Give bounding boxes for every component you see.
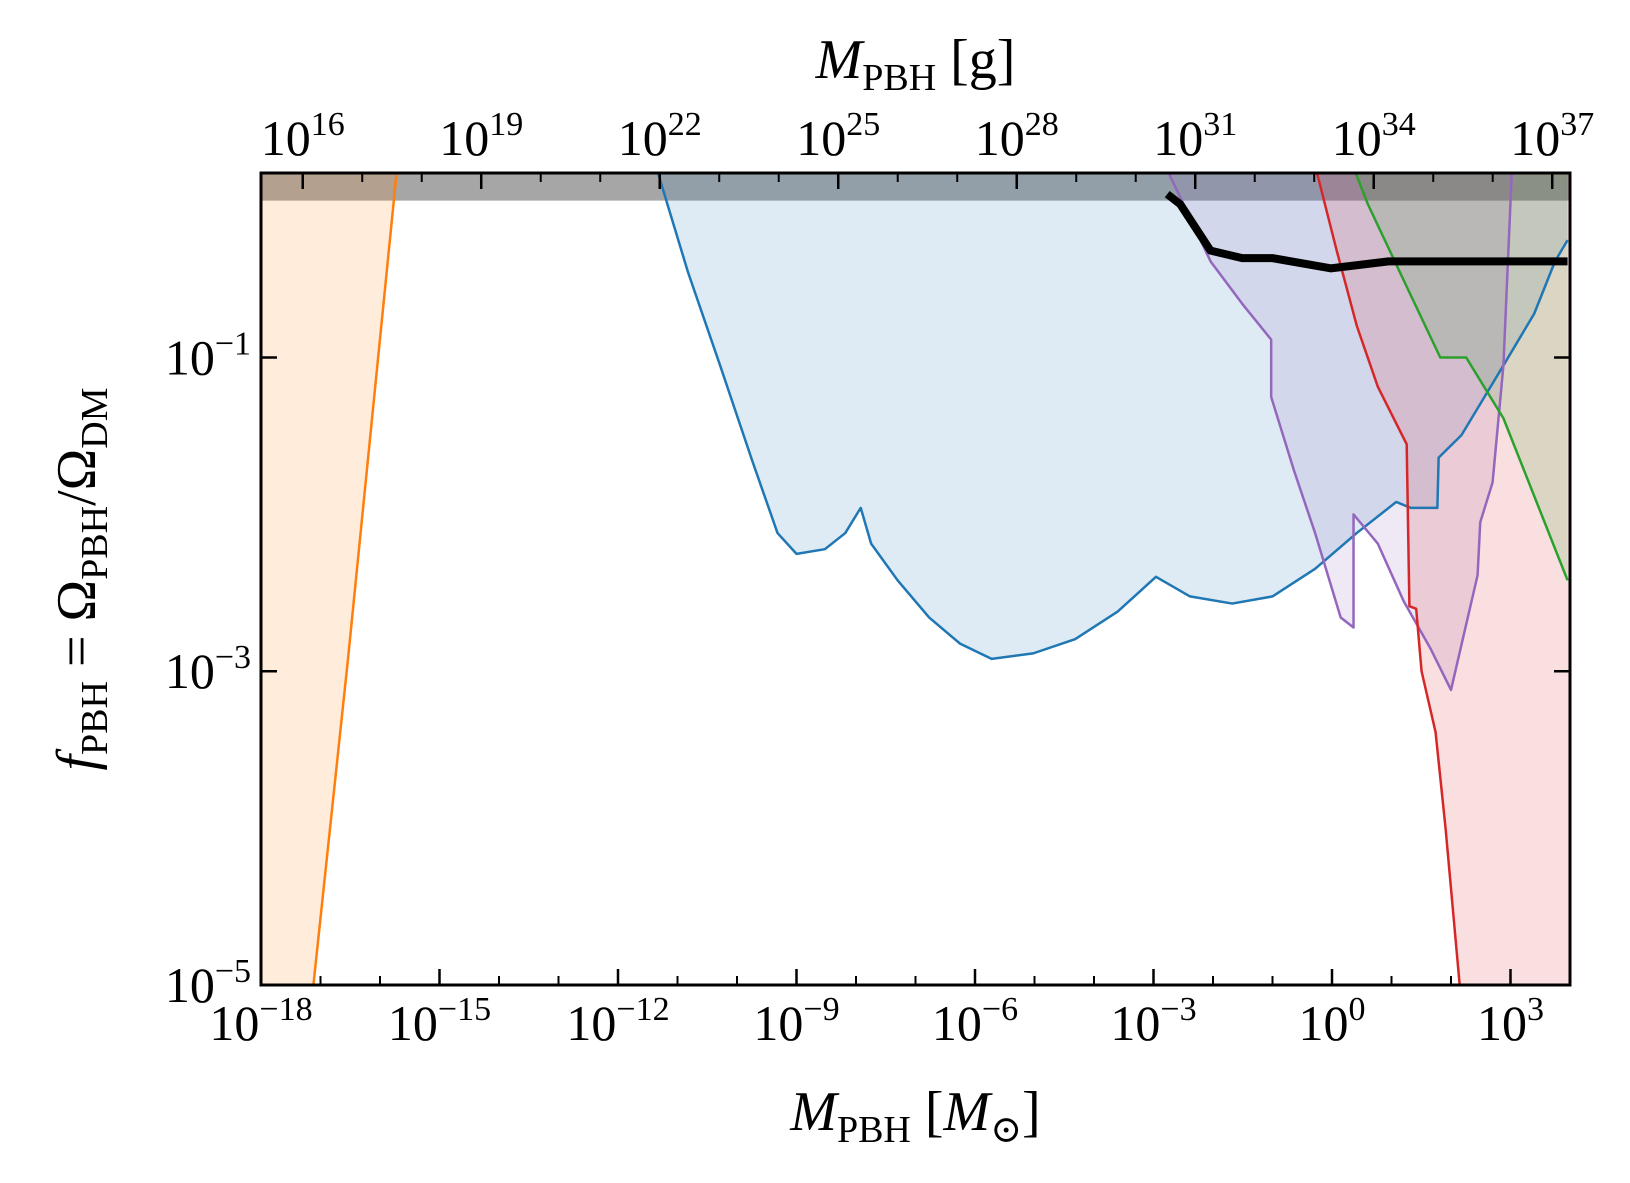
x2-tick-label: 1037: [1510, 106, 1594, 166]
constraint-fill: [1355, 173, 1568, 581]
constraint-line: [656, 173, 1569, 661]
plot-area: [261, 173, 1570, 985]
axes: 10−18 10−15 10−12 10−9 10−6 10−3 100 103 1016 101…: [46, 29, 1594, 1151]
y-tick-label: 10−1: [165, 325, 251, 385]
x2-tick-label: 1016: [261, 106, 345, 166]
y-axis-label: fPBH​ = ΩPBH​/ΩDM​: [46, 387, 116, 770]
x-tick-label: 10−18: [209, 991, 312, 1051]
constraint-line: [1315, 173, 1461, 985]
constraint-fill: [261, 173, 397, 985]
constraint-line: [1354, 173, 1569, 581]
x2-tick-label: 1025: [796, 106, 880, 166]
top-axis-label: MPBH​ [g]: [815, 29, 1016, 99]
x2-tick-label: 1028: [975, 106, 1059, 166]
x-tick-label: 10−12: [566, 991, 669, 1051]
x-tick-label: 100: [1299, 991, 1366, 1051]
x2-tick-label: 1022: [618, 106, 702, 166]
x-tick-label: 10−15: [388, 991, 491, 1051]
x-tick-label: 103: [1477, 991, 1544, 1051]
constraint-line: [1167, 173, 1514, 692]
excluded-band: [261, 173, 1570, 201]
constraint-line: [312, 173, 398, 985]
y-tick-label: 10−3: [165, 639, 251, 699]
x-tick-label: 10−9: [753, 991, 839, 1051]
constraint-fill: [1317, 173, 1570, 985]
constraint-fill: [1168, 173, 1512, 690]
constraint-line: [1164, 190, 1568, 273]
x2-tick-label: 1019: [439, 106, 523, 166]
x-tick-label: 10−6: [932, 991, 1018, 1051]
x2-tick-label: 1034: [1332, 106, 1416, 166]
constraint-fill: [657, 173, 1568, 659]
x2-tick-label: 1031: [1153, 106, 1237, 166]
x-axis-label: MPBH​ [M⊙​]: [789, 1081, 1040, 1151]
x-tick-label: 10−3: [1110, 991, 1196, 1051]
y-tick-label: 10−5: [165, 953, 251, 1013]
